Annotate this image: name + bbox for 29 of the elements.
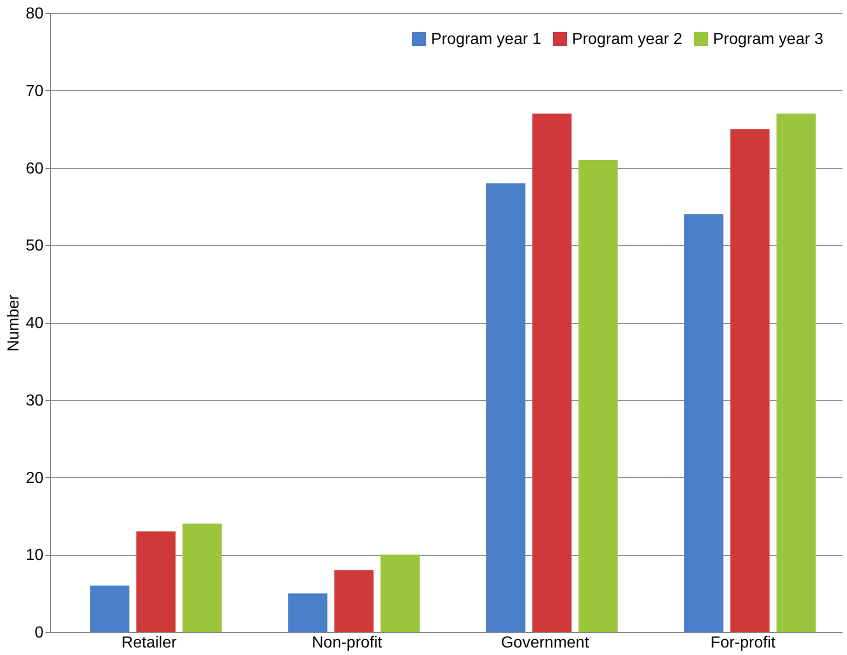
y-tick-label: 20 — [26, 470, 44, 487]
bar — [380, 554, 420, 632]
y-tick-label: 60 — [26, 160, 44, 178]
bar — [730, 129, 770, 632]
x-tick-label: Retailer — [121, 634, 178, 652]
legend-label: Program year 2 — [572, 31, 682, 48]
y-tick-label: 0 — [34, 624, 44, 642]
bar — [334, 570, 374, 632]
bar — [776, 114, 816, 632]
y-axis-title: Number — [6, 294, 23, 352]
y-tick-label: 10 — [26, 547, 44, 564]
bar — [532, 114, 572, 632]
bar — [182, 524, 222, 632]
bar — [684, 214, 724, 632]
bar — [288, 593, 328, 632]
bar — [136, 531, 176, 632]
bar — [90, 586, 130, 632]
bar — [486, 183, 526, 632]
x-tick-label: Government — [500, 634, 590, 652]
legend-label: Program year 3 — [713, 31, 824, 48]
y-tick-label: 50 — [26, 238, 44, 255]
y-tick-label: 40 — [26, 315, 44, 332]
y-tick-label: 70 — [26, 82, 44, 100]
bar — [578, 160, 618, 632]
x-tick-label: Non-profit — [312, 634, 383, 652]
y-tick-label: 80 — [26, 6, 44, 22]
x-tick-label: For-profit — [710, 634, 776, 652]
y-tick-label: 30 — [26, 392, 44, 410]
legend-label: Program year 1 — [431, 31, 542, 48]
